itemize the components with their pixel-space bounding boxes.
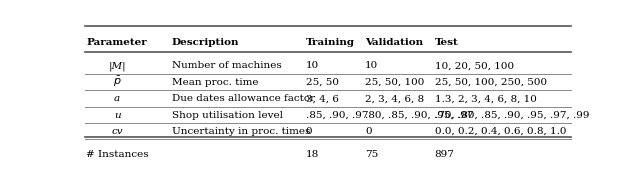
Text: 18: 18	[306, 150, 319, 159]
Text: 25, 50, 100: 25, 50, 100	[365, 78, 424, 87]
Text: 0: 0	[365, 127, 372, 136]
Text: 75: 75	[365, 150, 378, 159]
Text: .70, .80, .85, .90, .95, .97, .99: .70, .80, .85, .90, .95, .97, .99	[435, 111, 589, 120]
Text: 3, 4, 6: 3, 4, 6	[306, 94, 339, 103]
Text: Mean proc. time: Mean proc. time	[172, 78, 259, 87]
Text: a: a	[114, 94, 120, 103]
Text: Test: Test	[435, 38, 458, 47]
Text: 10, 20, 50, 100: 10, 20, 50, 100	[435, 62, 514, 71]
Text: # Instances: # Instances	[86, 150, 148, 159]
Text: 1.3, 2, 3, 4, 6, 8, 10: 1.3, 2, 3, 4, 6, 8, 10	[435, 94, 536, 103]
Text: Number of machines: Number of machines	[172, 62, 282, 71]
Text: 25, 50, 100, 250, 500: 25, 50, 100, 250, 500	[435, 78, 547, 87]
Text: Parameter: Parameter	[87, 38, 148, 47]
Text: cv: cv	[111, 127, 123, 136]
Text: 2, 3, 4, 6, 8: 2, 3, 4, 6, 8	[365, 94, 424, 103]
Text: 897: 897	[435, 150, 454, 159]
Text: Shop utilisation level: Shop utilisation level	[172, 111, 283, 120]
Text: 0: 0	[306, 127, 312, 136]
Text: 25, 50: 25, 50	[306, 78, 339, 87]
Text: Uncertainty in proc. times: Uncertainty in proc. times	[172, 127, 310, 136]
Text: u: u	[114, 111, 120, 120]
Text: Training: Training	[306, 38, 355, 47]
Text: Validation: Validation	[365, 38, 423, 47]
Text: |M|: |M|	[108, 61, 126, 71]
Text: 10: 10	[306, 62, 319, 71]
Text: 0.0, 0.2, 0.4, 0.6, 0.8, 1.0: 0.0, 0.2, 0.4, 0.6, 0.8, 1.0	[435, 127, 566, 136]
Text: $\bar{p}$: $\bar{p}$	[113, 75, 122, 89]
Text: Due dates allowance factor: Due dates allowance factor	[172, 94, 315, 103]
Text: Description: Description	[172, 38, 239, 47]
Text: .85, .90, .97: .85, .90, .97	[306, 111, 368, 120]
Text: .80, .85, .90, .95, .97: .80, .85, .90, .95, .97	[365, 111, 474, 120]
Text: 10: 10	[365, 62, 378, 71]
